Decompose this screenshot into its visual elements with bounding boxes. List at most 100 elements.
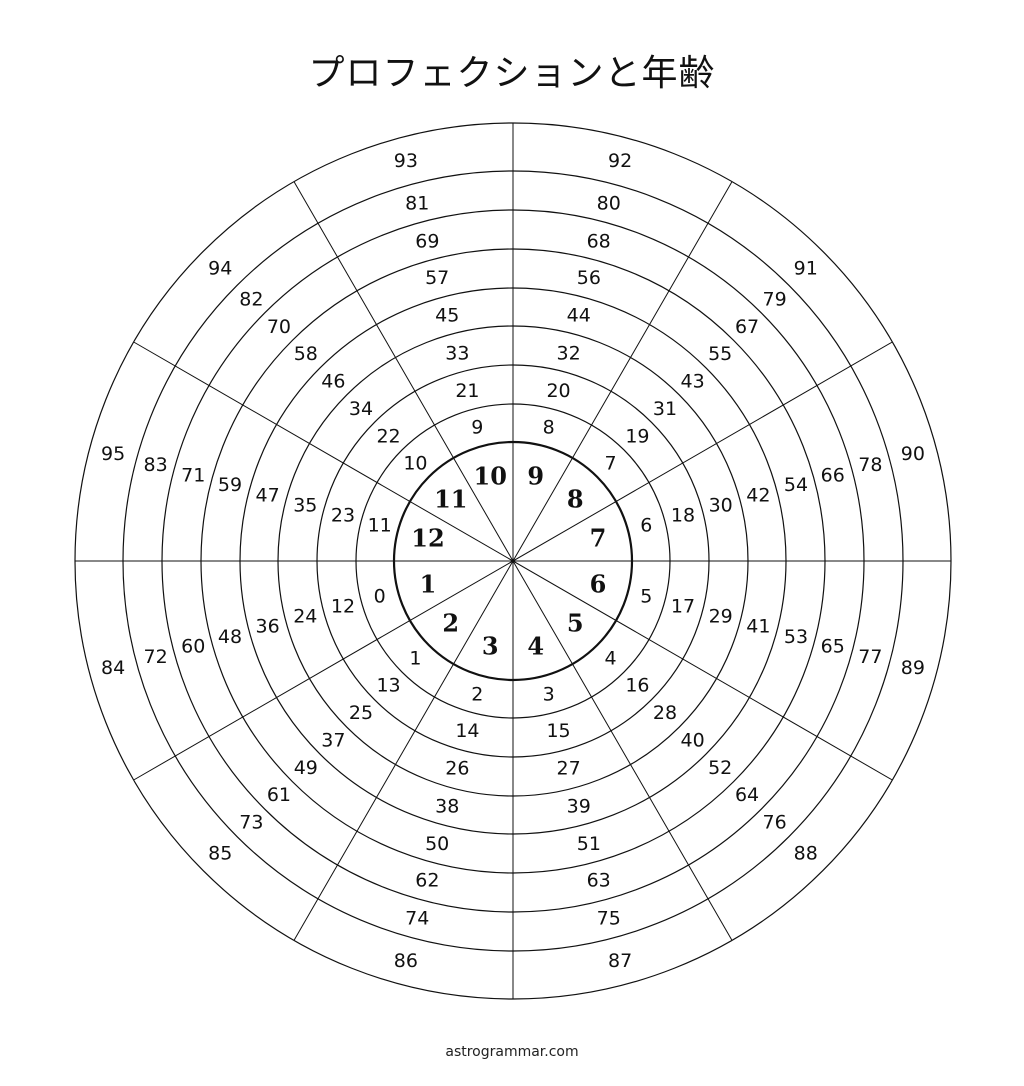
age-label: 33 <box>445 342 469 364</box>
age-label: 8 <box>543 417 555 439</box>
age-ring-circle <box>161 209 865 913</box>
age-label: 13 <box>376 674 400 696</box>
age-label: 40 <box>681 730 705 752</box>
inner-house-circle <box>392 440 634 682</box>
age-label: 15 <box>546 720 570 742</box>
age-label: 14 <box>455 720 479 742</box>
footer-site-name: astrogrammar.com <box>445 1044 579 1060</box>
house-number: 7 <box>590 524 607 553</box>
age-label: 90 <box>901 443 925 465</box>
age-label: 76 <box>763 812 787 834</box>
age-label: 38 <box>435 795 459 817</box>
age-label: 72 <box>144 646 168 668</box>
age-label: 66 <box>821 464 845 486</box>
house-number: 6 <box>590 569 607 598</box>
age-label: 50 <box>425 833 449 855</box>
house-number: 1 <box>420 569 437 598</box>
age-label: 56 <box>577 267 601 289</box>
house-number: 12 <box>411 524 444 553</box>
age-label: 58 <box>294 343 318 365</box>
age-label: 57 <box>425 267 449 289</box>
age-label: 64 <box>735 784 759 806</box>
age-label: 10 <box>403 452 427 474</box>
age-label: 41 <box>746 616 770 638</box>
age-label: 39 <box>567 795 591 817</box>
age-ring-circle <box>200 248 826 874</box>
age-label: 44 <box>567 305 591 327</box>
house-number: 8 <box>567 484 584 513</box>
age-label: 65 <box>821 636 845 658</box>
age-label: 80 <box>597 193 621 215</box>
age-label: 17 <box>671 596 695 618</box>
age-label: 36 <box>256 616 280 638</box>
age-label: 62 <box>415 870 439 892</box>
age-ring-circle <box>316 364 710 758</box>
age-label: 48 <box>218 626 242 648</box>
age-label: 43 <box>681 370 705 392</box>
age-ring-circle <box>239 287 787 835</box>
page-title: プロフェクションと年齢 <box>308 53 716 94</box>
age-label: 0 <box>374 586 386 608</box>
age-label: 7 <box>605 452 617 474</box>
house-number: 5 <box>567 609 584 638</box>
age-label: 51 <box>577 833 601 855</box>
age-label: 29 <box>709 606 733 628</box>
age-label: 55 <box>708 343 732 365</box>
age-label: 23 <box>331 504 355 526</box>
house-number: 10 <box>474 461 507 490</box>
age-label: 89 <box>901 657 925 679</box>
age-label: 77 <box>858 646 882 668</box>
age-label: 18 <box>671 504 695 526</box>
age-label: 5 <box>640 586 652 608</box>
age-label: 31 <box>653 398 677 420</box>
age-label: 54 <box>784 474 808 496</box>
age-label: 86 <box>394 950 418 972</box>
age-label: 74 <box>405 907 429 929</box>
age-label: 27 <box>557 758 581 780</box>
age-label: 85 <box>208 843 232 865</box>
age-label: 53 <box>784 626 808 648</box>
age-label: 84 <box>101 657 125 679</box>
age-label: 68 <box>587 230 611 252</box>
age-label: 20 <box>546 380 570 402</box>
age-label: 81 <box>405 193 429 215</box>
age-label: 11 <box>368 514 392 536</box>
age-label: 47 <box>256 484 280 506</box>
age-label: 42 <box>746 484 770 506</box>
age-ring-circle <box>355 403 671 719</box>
age-label: 1 <box>409 648 421 670</box>
age-ring-circle <box>122 170 904 952</box>
age-label: 49 <box>294 757 318 779</box>
house-number: 2 <box>442 609 459 638</box>
age-label: 70 <box>267 316 291 338</box>
age-label: 79 <box>763 288 787 310</box>
age-label: 59 <box>218 474 242 496</box>
age-label: 87 <box>608 950 632 972</box>
age-ring-circle <box>74 122 952 1000</box>
age-label: 19 <box>625 426 649 448</box>
age-label: 91 <box>794 257 818 279</box>
age-label: 21 <box>455 380 479 402</box>
age-label: 61 <box>267 784 291 806</box>
age-label: 37 <box>321 730 345 752</box>
age-label: 16 <box>625 674 649 696</box>
age-label: 73 <box>239 812 263 834</box>
age-label: 63 <box>587 870 611 892</box>
age-label: 93 <box>394 150 418 172</box>
age-label: 83 <box>144 454 168 476</box>
house-number: 3 <box>482 632 499 661</box>
age-label: 24 <box>293 606 317 628</box>
age-label: 60 <box>181 636 205 658</box>
age-label: 26 <box>445 758 469 780</box>
age-label: 3 <box>543 683 555 705</box>
age-label: 12 <box>331 596 355 618</box>
age-label: 4 <box>605 648 617 670</box>
age-label: 6 <box>640 514 652 536</box>
house-cusp-line <box>133 341 893 781</box>
age-label: 46 <box>321 370 345 392</box>
age-label: 71 <box>181 464 205 486</box>
age-label: 30 <box>709 494 733 516</box>
age-label: 22 <box>376 426 400 448</box>
age-label: 52 <box>708 757 732 779</box>
age-label: 45 <box>435 305 459 327</box>
